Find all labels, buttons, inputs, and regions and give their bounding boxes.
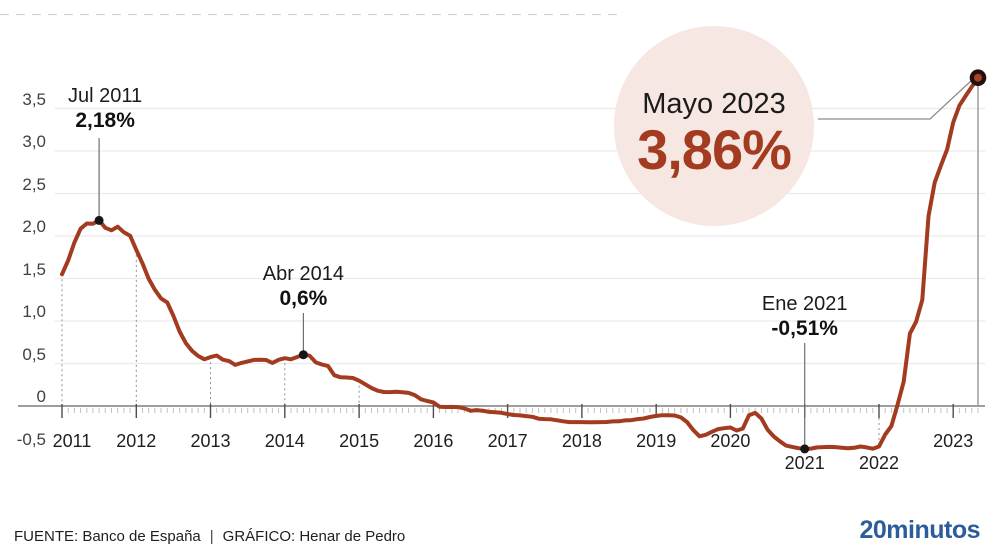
x-axis-label: 2013 [190, 431, 231, 451]
annotation-date-label: Jul 2011 [68, 85, 143, 107]
source-credit-line: FUENTE: Banco de España | GRÁFICO: Henar… [14, 528, 405, 545]
x-axis-label: 2015 [339, 431, 380, 451]
source-text: FUENTE: Banco de España [14, 528, 201, 545]
y-axis-label: 1,5 [22, 259, 46, 279]
y-axis-label: -0,5 [16, 429, 46, 449]
y-axis-label: 2,5 [22, 174, 46, 194]
annotation-value-label: -0,51% [771, 317, 838, 340]
separator: | [209, 528, 214, 545]
x-axis-label: 2022 [858, 453, 900, 473]
x-axis-label: 2018 [561, 431, 602, 451]
annotation-ene-2021: Ene 2021 -0,51% [762, 292, 848, 342]
y-axis-label: 1,0 [22, 302, 46, 321]
y-axis-label: 3,5 [22, 89, 46, 109]
x-axis-label: 2021 [784, 453, 825, 473]
x-axis-label: 2020 [710, 431, 751, 451]
logo-20minutos: 20minutos [859, 516, 980, 544]
y-axis-label: 3,0 [22, 132, 46, 151]
annotation-date-label: Ene 2021 [761, 293, 848, 315]
y-axis-label: 0 [36, 387, 46, 406]
x-axis-label: 2012 [116, 431, 157, 451]
x-axis-label: 2019 [636, 431, 677, 451]
annotation-value-label: 0,6% [279, 287, 328, 310]
highlight-bubble-mayo-2023: Mayo 2023 3,86% [614, 26, 814, 226]
highlight-date-label: Mayo 2023 [642, 88, 786, 120]
annotation-date-label: Abr 2014 [262, 263, 344, 285]
x-axis-label: 2017 [487, 431, 528, 451]
x-axis-label: 2023 [933, 431, 974, 451]
annotation-value-label: 2,18% [75, 109, 135, 132]
y-axis-label: 0,5 [22, 344, 46, 364]
annotation-abr-2014: Abr 2014 0,6% [263, 262, 344, 312]
highlight-value-label: 3,86% [637, 118, 792, 181]
y-axis-label: 2,0 [22, 217, 46, 236]
x-axis-label: 2011 [52, 431, 92, 451]
annotation-jul-2011: Jul 2011 2,18% [68, 84, 142, 134]
credit-text: GRÁFICO: Henar de Pedro [222, 528, 406, 545]
x-axis-label: 2016 [413, 431, 454, 451]
x-axis-label: 2014 [264, 431, 305, 451]
